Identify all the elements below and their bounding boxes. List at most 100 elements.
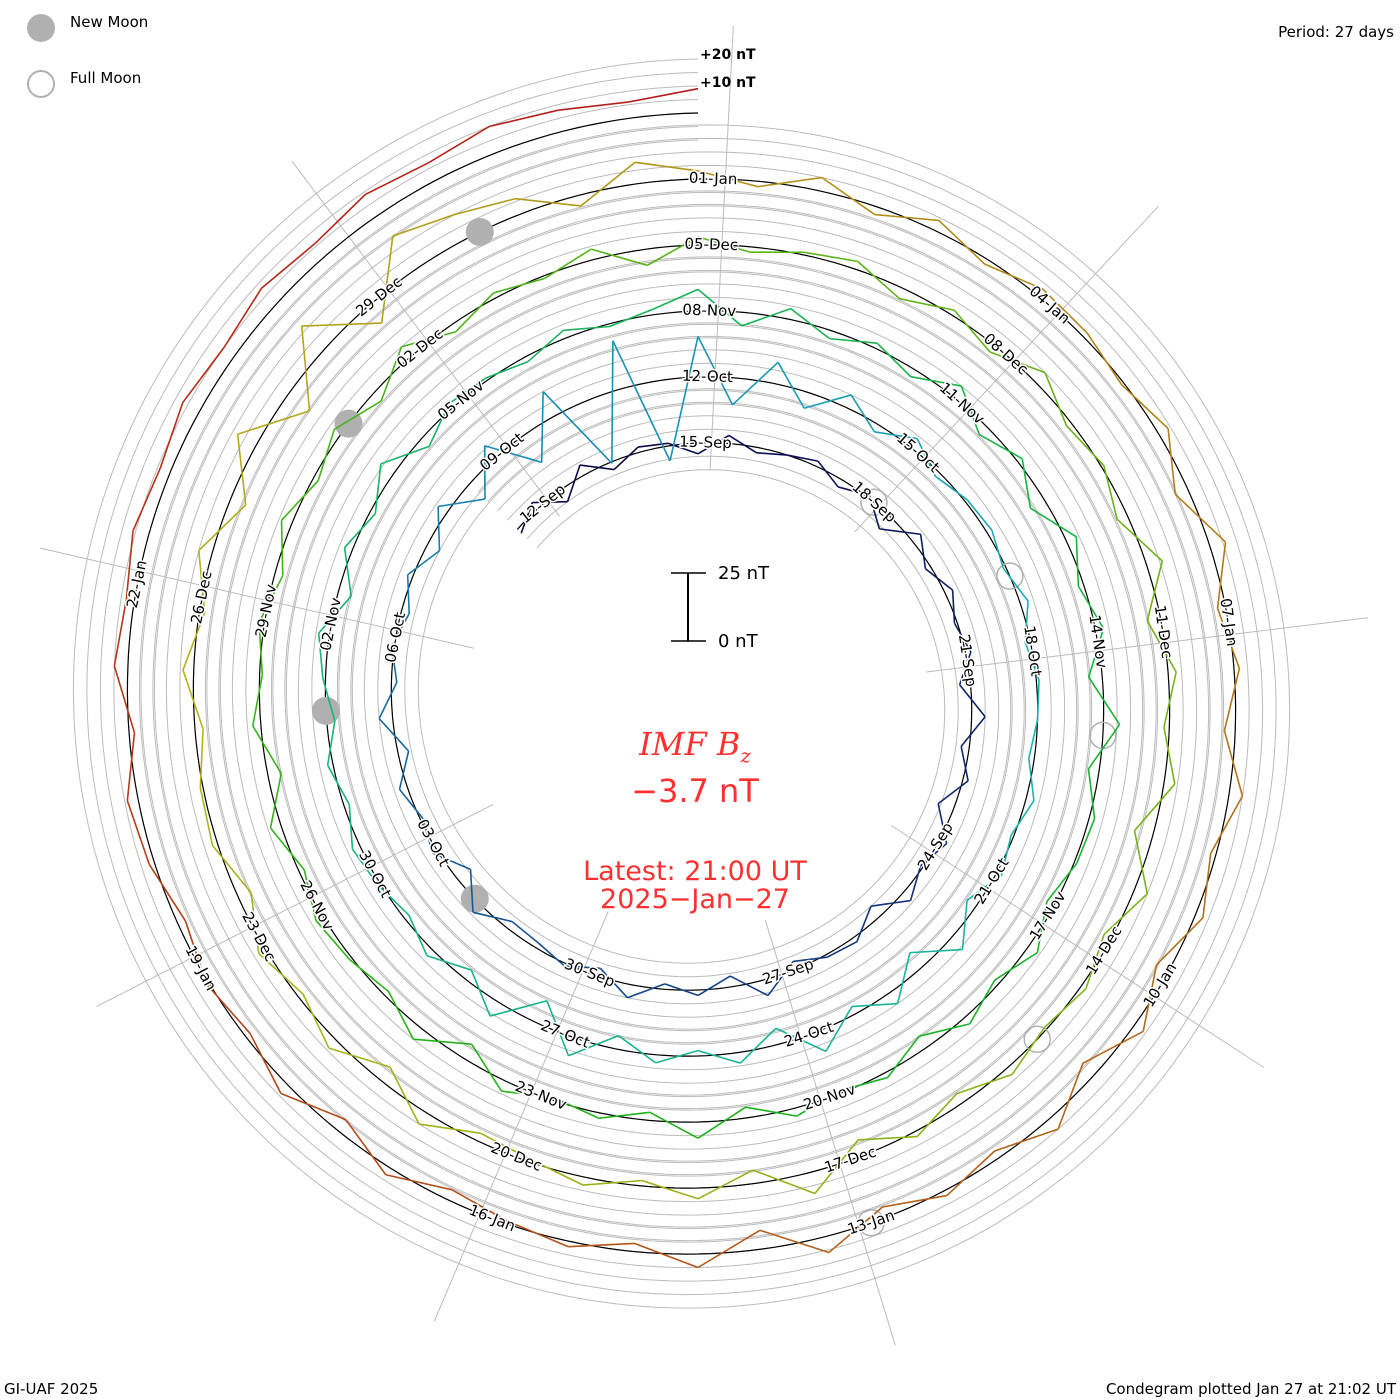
bz-segment (637, 442, 669, 448)
new-moon-legend-label: New Moon (70, 13, 149, 31)
bz-segment (1028, 758, 1035, 801)
bz-segment (388, 991, 415, 1040)
bz-segment (390, 645, 398, 683)
bz-segment (184, 920, 208, 985)
bz-segment (1121, 384, 1169, 430)
bz-segment (558, 101, 629, 111)
bz-segment (627, 983, 666, 999)
bz-segment (1087, 628, 1105, 678)
bz-segment (1044, 988, 1087, 1028)
bz-segment (937, 780, 969, 805)
bz-segment (326, 764, 350, 805)
bz-segment (910, 375, 962, 387)
grid-spiral-5nT (113, 99, 1250, 1269)
bz-segment (377, 884, 410, 916)
grid-label-20: +20 nT (700, 47, 756, 63)
bz-segment (777, 361, 805, 409)
new-moon-marker (311, 696, 340, 725)
bz-segment (182, 346, 225, 404)
bz-segment (1024, 601, 1029, 643)
bz-segment (946, 1150, 996, 1197)
bz-segment (301, 322, 382, 327)
bz-segment (132, 467, 162, 532)
bz-segment (741, 307, 792, 327)
bz-segment (868, 495, 881, 530)
new-moon-marker (334, 409, 363, 438)
bz-segment (994, 1128, 1059, 1152)
bz-segment (211, 844, 252, 894)
bz-segment (1116, 518, 1163, 562)
date-label: 08-Nov (682, 301, 736, 321)
center-title-sub: z (740, 743, 751, 768)
bz-segment (1133, 783, 1176, 832)
bz-segment (546, 1000, 570, 1057)
grid-spiral-15nT (86, 72, 1277, 1296)
bz-segment (814, 1139, 859, 1194)
bz-segment (532, 500, 568, 504)
new-moon-legend-icon (27, 14, 55, 42)
bz-segment (261, 242, 316, 289)
bz-segment (874, 213, 939, 222)
bz-segment (828, 1206, 884, 1254)
bz-segment (960, 746, 969, 782)
bz-segment (627, 87, 699, 103)
bz-segment (380, 346, 403, 402)
bz-segment (428, 403, 450, 447)
bz-segment (252, 725, 282, 774)
bz-segment (380, 235, 394, 324)
bz-segment (485, 360, 529, 379)
bz-segment (590, 248, 648, 267)
bz-segment (796, 1089, 841, 1117)
bz-segment (991, 530, 1005, 569)
bz-segment (300, 326, 311, 411)
bz-segment (1133, 830, 1149, 894)
grid-spiral-10nT (99, 85, 1264, 1282)
new-moon-marker (465, 217, 494, 246)
bz-segment (697, 434, 730, 455)
bz-segment (348, 958, 390, 993)
bz-segment (1044, 372, 1068, 426)
bz-segment (669, 336, 699, 462)
full-moon-legend-icon (27, 70, 55, 98)
radial-grid-line (709, 25, 734, 471)
bz-segment (390, 613, 410, 647)
bz-segment (568, 1034, 619, 1057)
date-label: 26-Dec (187, 569, 215, 625)
bz-segment (407, 550, 440, 576)
bz-segment (786, 454, 819, 462)
bz-segment (520, 502, 534, 534)
bz-segment (918, 1023, 970, 1037)
bz-segment (609, 308, 653, 328)
full-moon-legend-label: Full Moon (70, 69, 142, 87)
bz-segment (934, 475, 968, 501)
bz-segment (426, 954, 472, 971)
bz-segment (821, 176, 876, 216)
scale-bar-bottom-label: 0 nT (718, 631, 758, 652)
bz-segment (882, 1194, 948, 1208)
bz-segment (470, 1043, 503, 1092)
bz-segment (775, 1027, 827, 1053)
bz-segment (697, 1169, 754, 1200)
bz-segment (484, 445, 542, 464)
current-bz-value: −3.7 nT (631, 772, 759, 810)
bz-segment (697, 1049, 741, 1064)
date-label: 12-Oct (682, 367, 733, 387)
bz-segment (1036, 901, 1048, 953)
bz-segment (326, 721, 336, 766)
bz-segment (1167, 428, 1177, 495)
bz-segment (960, 716, 986, 747)
bz-segment (984, 263, 1044, 290)
bz-segment (909, 948, 963, 954)
bz-segment (470, 969, 491, 1017)
bz-segment (280, 520, 284, 576)
date-label: 11-Dec (1151, 604, 1177, 660)
bz-segment (1087, 768, 1096, 819)
plot-timestamp: Condegram plotted Jan 27 at 21:02 UT (1105, 1380, 1396, 1398)
bz-segment (258, 952, 304, 995)
bz-segment (374, 463, 382, 514)
bz-segment (542, 391, 613, 464)
bz-segment (697, 170, 759, 188)
bz-segment (1036, 680, 1040, 720)
bz-segment (857, 260, 901, 300)
bz-segment (598, 1111, 650, 1120)
